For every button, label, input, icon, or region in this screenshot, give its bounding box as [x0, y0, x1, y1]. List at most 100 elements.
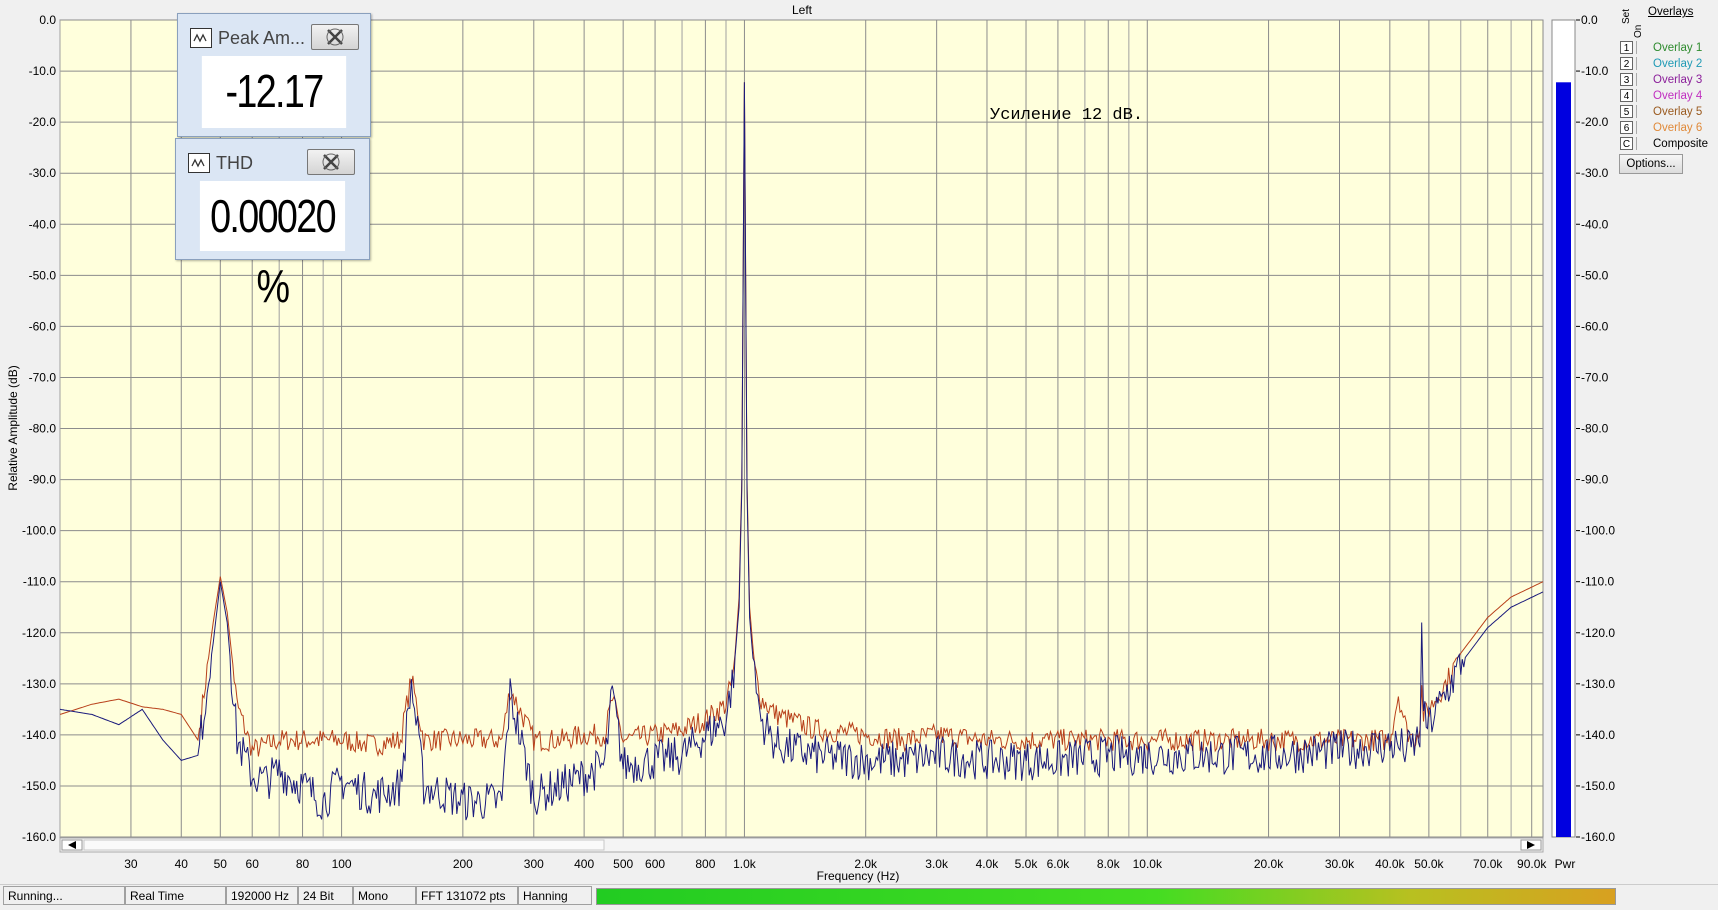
y-tick-label: -110.0 — [23, 575, 56, 589]
thd-window[interactable]: THD 0.00020 % — [175, 138, 370, 312]
peak-amplitude-value: -12.17 dB — [201, 56, 347, 187]
x-tick-label: 10.0k — [1133, 857, 1163, 871]
overlay-set-6[interactable]: 6 — [1620, 121, 1633, 134]
overlay-label[interactable]: Overlay 2 — [1653, 58, 1703, 70]
overlay-on-toggle[interactable] — [1636, 41, 1645, 54]
status-running: Running... — [3, 886, 125, 905]
overlay-on-toggle[interactable] — [1636, 105, 1645, 118]
peak-close-button[interactable] — [311, 24, 359, 50]
meter-tick-label: -20.0 — [1581, 115, 1609, 129]
status-mode: Real Time — [125, 886, 226, 905]
peak-window-title: Peak Am... — [218, 28, 306, 48]
x-tick-label: 2.0k — [854, 857, 878, 871]
y-tick-label: -80.0 — [29, 422, 57, 436]
y-tick-label: -90.0 — [29, 473, 57, 487]
status-fft-size: FFT 131072 pts — [416, 886, 518, 905]
meter-tick-label: -90.0 — [1581, 473, 1609, 487]
y-tick-label: 0.0 — [39, 13, 56, 27]
close-icon — [326, 28, 344, 46]
overlay-on-toggle[interactable] — [1636, 137, 1645, 150]
overlay-label[interactable]: Overlay 4 — [1653, 90, 1703, 102]
series-group — [59, 82, 1544, 821]
thd-window-title: THD — [216, 153, 253, 173]
level-meter-label: Pwr — [1555, 857, 1576, 871]
meter-tick-label: -70.0 — [1581, 370, 1609, 384]
waveform-icon — [188, 153, 210, 173]
meter-tick-label: -50.0 — [1581, 268, 1609, 282]
meter-tick-label: 0.0 — [1581, 13, 1598, 27]
spectrum-series-line — [59, 82, 1544, 821]
y-tick-label: -40.0 — [29, 217, 57, 231]
thd-close-button[interactable] — [307, 149, 355, 175]
chart-annotation: Усиление 12 dB. — [990, 106, 1143, 125]
overlay-set-4[interactable]: 4 — [1620, 89, 1633, 102]
y-axis-ticks: 0.0 -10.0 -20.0 -30.0 -40.0 -50.0 -60.0 -70.0 -8… — [22, 13, 56, 844]
overlay-set-5[interactable]: 5 — [1620, 105, 1633, 118]
x-tick-label: 20.0k — [1254, 857, 1284, 871]
meter-tick-label: -130.0 — [1581, 677, 1615, 691]
meter-tick-label: -140.0 — [1581, 728, 1615, 742]
meter-tick-label: -120.0 — [1581, 626, 1615, 640]
y-tick-label: -50.0 — [29, 268, 57, 282]
overlay-label[interactable]: Overlay 6 — [1653, 122, 1703, 134]
x-tick-label: 30 — [124, 857, 138, 871]
meter-tick-label: -110.0 — [1581, 575, 1614, 589]
overlay-on-toggle[interactable] — [1636, 73, 1645, 86]
x-tick-label: 300 — [524, 857, 544, 871]
overlay-on-toggle[interactable] — [1636, 89, 1645, 102]
options-button[interactable]: Options... — [1619, 154, 1683, 174]
y-tick-label: -20.0 — [29, 115, 57, 129]
meter-tick-label: -10.0 — [1581, 64, 1609, 78]
x-tick-label: 70.0k — [1473, 857, 1503, 871]
x-tick-label: 4.0k — [976, 857, 1000, 871]
y-tick-label: -120.0 — [22, 626, 56, 640]
x-tick-label: 600 — [645, 857, 665, 871]
x-tick-label: 100 — [332, 857, 352, 871]
x-tick-label: 40 — [175, 857, 189, 871]
y-tick-label: -70.0 — [29, 370, 57, 384]
x-tick-label: 400 — [574, 857, 594, 871]
peak-window-titlebar[interactable]: Peak Am... — [178, 14, 370, 48]
x-tick-label: 800 — [695, 857, 715, 871]
overlay-label[interactable]: Overlay 1 — [1653, 42, 1703, 54]
overlays-on-label: On — [1633, 24, 1644, 38]
y-tick-label: -60.0 — [29, 319, 57, 333]
overlay-label[interactable]: Overlay 3 — [1653, 74, 1703, 86]
scrollbar-thumb[interactable] — [83, 839, 605, 851]
overlays-set-label: Set — [1621, 8, 1632, 24]
level-meter-bar — [1556, 82, 1571, 837]
chart-title: Left — [792, 3, 813, 17]
meter-tick-label: -80.0 — [1581, 422, 1609, 436]
x-tick-label: 8.0k — [1097, 857, 1121, 871]
x-tick-label: 1.0k — [733, 857, 757, 871]
arrow-right-icon — [1527, 841, 1535, 849]
x-tick-label: 40.0k — [1375, 857, 1405, 871]
status-bit-depth: 24 Bit — [298, 886, 353, 905]
grid-lines — [59, 19, 1543, 838]
overlay-set-C[interactable]: C — [1620, 137, 1633, 150]
x-tick-label: 90.0k — [1517, 857, 1547, 871]
overlay-on-toggle[interactable] — [1636, 57, 1645, 70]
peak-amplitude-window[interactable]: Peak Am... -12.17 dB — [177, 13, 371, 187]
overlay-label[interactable]: Composite — [1653, 138, 1708, 150]
overlay-label[interactable]: Overlay 5 — [1653, 106, 1703, 118]
y-axis-label: Relative Amplitude (dB) — [6, 365, 20, 490]
x-tick-label: 80 — [296, 857, 310, 871]
meter-tick-label: -40.0 — [1581, 217, 1609, 231]
y-tick-label: -140.0 — [22, 728, 56, 742]
status-channels: Mono — [353, 886, 416, 905]
y-tick-label: -130.0 — [22, 677, 56, 691]
overlay-set-3[interactable]: 3 — [1620, 73, 1633, 86]
x-tick-label: 30.0k — [1325, 857, 1355, 871]
arrow-left-icon — [68, 841, 76, 849]
overlay-set-2[interactable]: 2 — [1620, 57, 1633, 70]
level-progress-bar — [596, 888, 1616, 905]
x-tick-label: 3.0k — [925, 857, 949, 871]
overlay-on-toggle[interactable] — [1636, 121, 1645, 134]
overlay-set-1[interactable]: 1 — [1620, 41, 1633, 54]
overlays-header[interactable]: Overlays — [1648, 6, 1694, 18]
x-tick-label: 5.0k — [1015, 857, 1039, 871]
x-tick-label: 50 — [214, 857, 228, 871]
meter-scale-ticks: 0.0 -10.0 -20.0 -30.0 -40.0 -50.0 -60.0 -70.0 -8… — [1576, 13, 1615, 844]
thd-window-titlebar[interactable]: THD — [176, 139, 369, 173]
